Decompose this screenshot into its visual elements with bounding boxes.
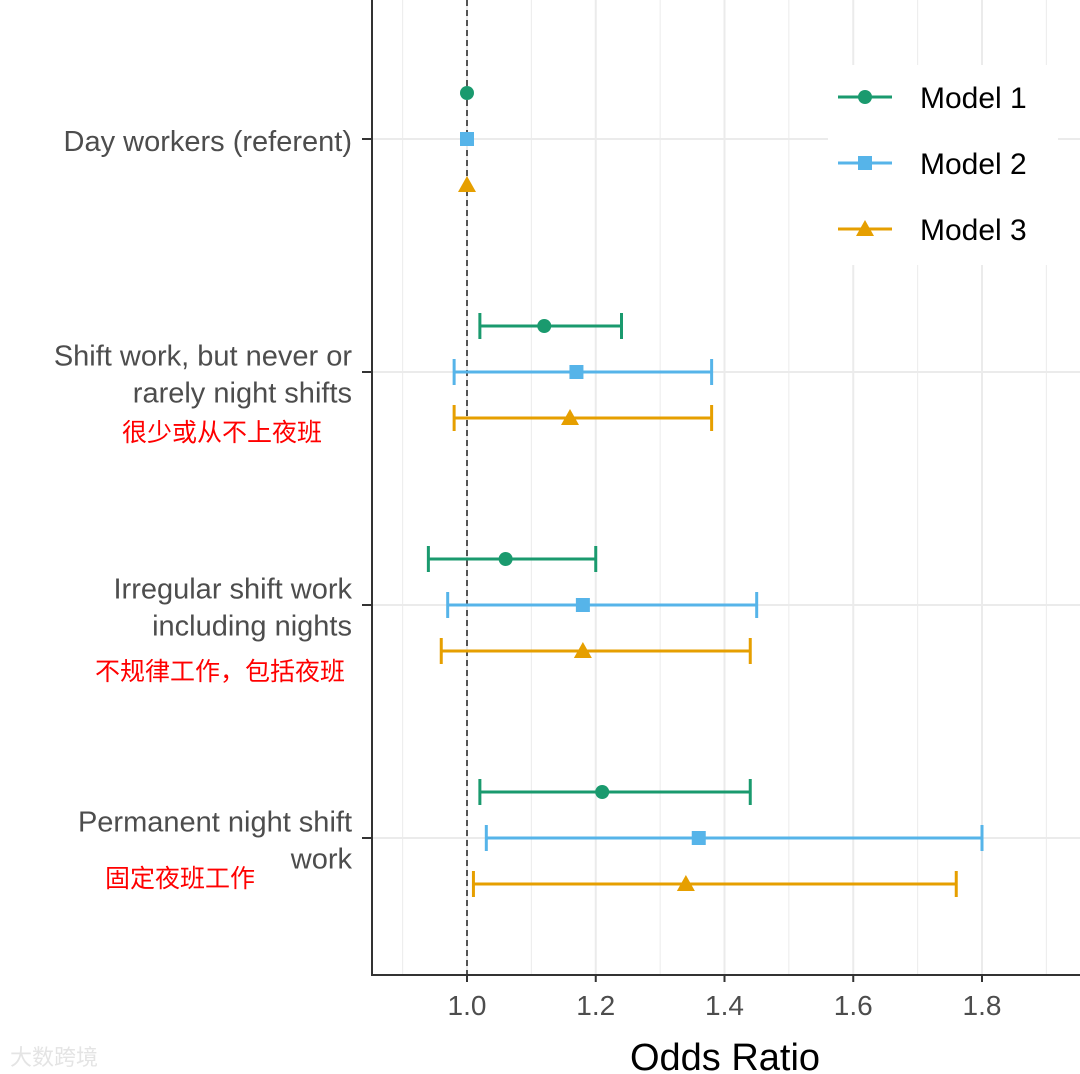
legend-marker <box>858 90 872 104</box>
x-tick-label: 1.2 <box>576 990 615 1021</box>
point-model-1 <box>537 319 552 333</box>
y-tick-label: rarely night shifts <box>133 378 352 410</box>
point-model-3 <box>676 875 695 891</box>
point-model-1 <box>460 86 474 100</box>
point-model-3 <box>458 176 476 192</box>
point-model-2 <box>569 365 584 379</box>
point-model-2 <box>575 598 590 612</box>
y-tick-label: Day workers (referent) <box>64 126 352 158</box>
x-tick-label: 1.8 <box>963 990 1002 1021</box>
chinese-annotation: 不规律工作，包括夜班 <box>95 657 345 686</box>
point-model-3 <box>573 642 592 658</box>
point-model-1 <box>595 785 610 799</box>
point-model-1 <box>498 552 513 566</box>
legend-label: Model 3 <box>920 214 1027 247</box>
chinese-annotation: 很少或从不上夜班 <box>122 418 322 447</box>
y-tick-label: work <box>290 844 353 876</box>
x-axis-label: Odds Ratio <box>630 1037 820 1074</box>
y-tick-label: Irregular shift work <box>113 574 352 606</box>
x-tick-label: 1.4 <box>705 990 744 1021</box>
legend-marker <box>856 220 874 236</box>
x-tick-label: 1.6 <box>834 990 873 1021</box>
legend-marker <box>858 156 872 170</box>
x-tick-label: 1.0 <box>448 990 487 1021</box>
point-model-2 <box>691 831 706 845</box>
watermark: 大数跨境 <box>10 1046 99 1071</box>
y-tick-label: including nights <box>152 611 352 643</box>
y-tick-label: Permanent night shift <box>78 807 352 839</box>
legend-label: Model 2 <box>920 148 1027 181</box>
plot-frame <box>371 0 1080 976</box>
legend-label: Model 1 <box>920 82 1027 115</box>
point-model-3 <box>561 409 579 425</box>
point-model-2 <box>460 132 474 146</box>
y-tick-label: Shift work, but never or <box>54 341 353 373</box>
chinese-annotation: 固定夜班工作 <box>105 864 255 893</box>
